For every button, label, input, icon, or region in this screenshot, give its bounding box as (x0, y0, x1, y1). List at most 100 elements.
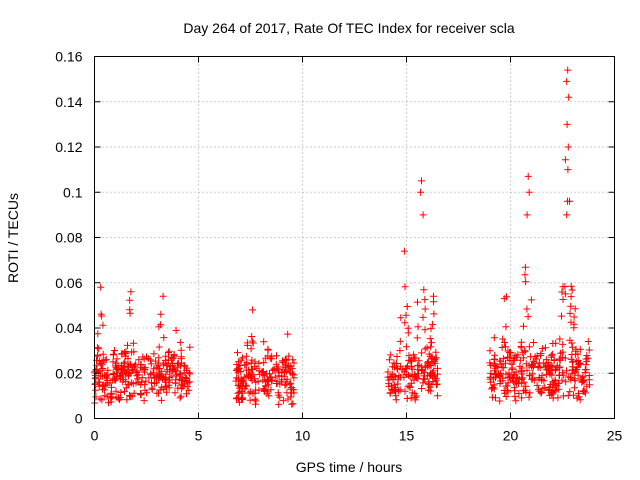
data-point (420, 375, 428, 383)
data-point (408, 356, 416, 364)
data-point (238, 377, 246, 385)
data-point (233, 374, 241, 382)
data-point (114, 362, 122, 370)
data-point (412, 392, 420, 400)
data-point (126, 296, 134, 304)
data-point (284, 330, 292, 338)
data-point (573, 366, 580, 373)
x-tick-label: 10 (295, 428, 311, 444)
data-point (576, 396, 584, 404)
data-point (388, 363, 396, 371)
data-point (421, 296, 429, 304)
data-point (434, 364, 441, 372)
data-point (247, 374, 255, 382)
data-point (565, 93, 573, 101)
data-point (176, 394, 184, 402)
data-point (570, 313, 578, 321)
data-point (573, 364, 581, 372)
data-point (576, 359, 583, 367)
data-point (522, 388, 530, 396)
data-point (499, 335, 507, 343)
data-point (558, 312, 565, 320)
data-point (404, 324, 412, 332)
data-point (252, 378, 260, 386)
data-point (505, 369, 513, 377)
data-point (487, 369, 495, 377)
data-point (177, 346, 185, 354)
data-point (424, 380, 432, 388)
data-point (571, 384, 579, 392)
data-point (427, 325, 435, 333)
data-point (128, 348, 136, 356)
data-point (413, 334, 421, 342)
data-point (491, 364, 499, 372)
data-point (425, 350, 433, 358)
data-point (148, 384, 156, 392)
data-point (549, 350, 557, 358)
y-axis-label: ROTI / TECUs (5, 193, 21, 283)
data-point (142, 377, 150, 385)
data-point (407, 363, 415, 371)
data-point (524, 313, 532, 321)
data-point (150, 365, 158, 373)
data-point (119, 371, 127, 379)
data-point (177, 392, 185, 400)
data-point (152, 357, 160, 365)
data-point (566, 309, 574, 317)
data-point (235, 398, 243, 406)
data-point (261, 378, 269, 386)
data-point (150, 350, 158, 358)
data-point (514, 351, 522, 359)
data-point (497, 377, 505, 385)
data-point (541, 344, 549, 352)
data-point (156, 386, 164, 394)
data-point (160, 361, 168, 369)
data-point (397, 314, 405, 322)
data-point (522, 278, 530, 286)
data-point (112, 387, 120, 395)
data-point (415, 361, 423, 369)
data-point (538, 345, 546, 352)
data-point (393, 364, 401, 372)
data-point (518, 364, 526, 372)
data-point (260, 338, 268, 346)
data-point (101, 356, 109, 364)
data-point (290, 359, 298, 367)
y-tick-label: 0.14 (55, 94, 82, 110)
data-point (555, 355, 563, 363)
data-point (518, 375, 526, 383)
data-point (536, 364, 544, 372)
data-point (385, 376, 393, 384)
data-point (509, 375, 517, 383)
y-tick-label: 0 (75, 411, 83, 427)
data-point (564, 373, 572, 381)
data-point (162, 382, 170, 390)
data-point (165, 349, 172, 356)
data-point (421, 368, 428, 376)
data-point (540, 359, 548, 367)
data-point (528, 376, 536, 384)
data-point (247, 345, 255, 353)
data-point (401, 387, 409, 395)
data-point (570, 324, 578, 332)
data-point (498, 344, 506, 351)
data-point (129, 339, 137, 347)
data-point (176, 338, 184, 346)
data-point (172, 326, 180, 334)
data-point (421, 305, 429, 313)
data-point (94, 351, 102, 359)
data-point (157, 310, 165, 318)
data-point (283, 375, 291, 383)
data-point (502, 393, 510, 400)
data-point (255, 359, 263, 367)
data-point (237, 356, 245, 364)
data-point (576, 345, 584, 353)
data-point (102, 356, 110, 364)
data-point (279, 397, 287, 405)
data-point (425, 381, 433, 389)
data-point (537, 389, 545, 397)
data-point (185, 386, 193, 394)
data-point (114, 394, 122, 402)
data-point (421, 363, 429, 371)
data-point (506, 373, 514, 381)
